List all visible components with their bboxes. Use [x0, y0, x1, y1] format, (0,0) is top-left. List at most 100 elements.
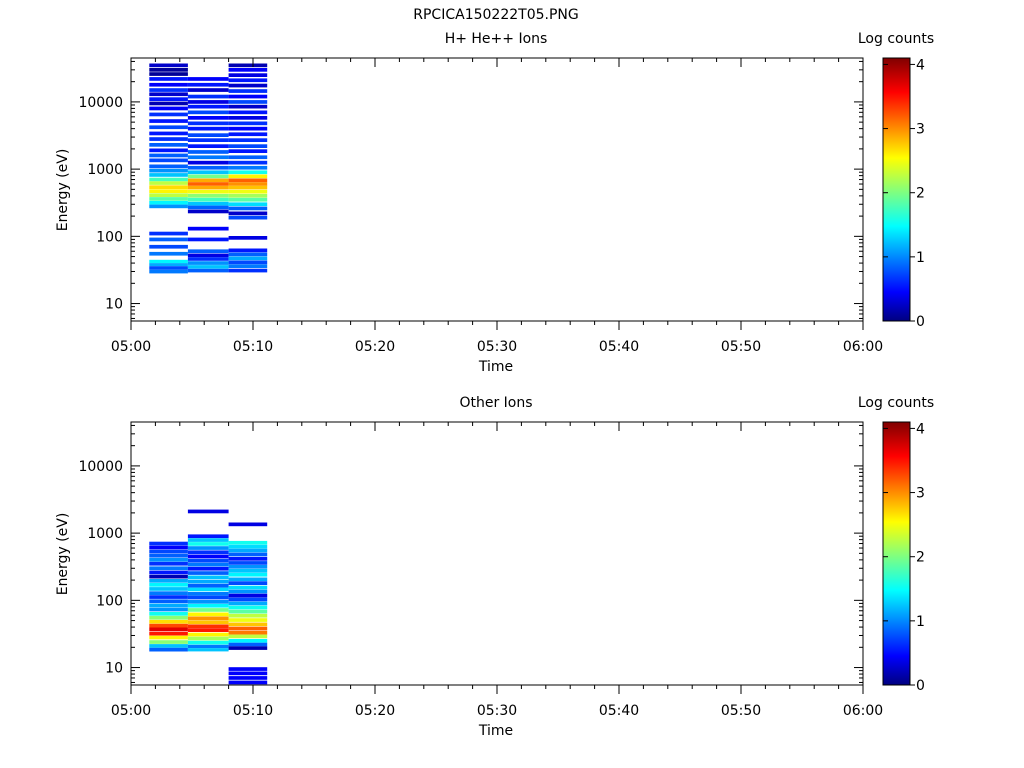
colorbar-tick-label: 2: [916, 550, 925, 566]
heatmap-cell: [149, 631, 188, 636]
heatmap-cell: [228, 676, 268, 680]
heatmap-cell: [149, 101, 188, 106]
heatmap-cell: [187, 636, 229, 641]
y-tick-label: 1000: [87, 162, 123, 178]
y-tick-label: 100: [96, 593, 123, 609]
x-tick-label: 06:00: [843, 339, 883, 355]
heatmap-cell: [187, 648, 229, 652]
heatmap-cell: [149, 570, 188, 575]
heatmap-cell: [149, 269, 188, 274]
heatmap-cell: [149, 119, 188, 123]
heatmap-cell: [187, 174, 229, 179]
heatmap-cell: [187, 194, 229, 198]
heatmap-cell: [187, 237, 229, 242]
heatmap-cell: [228, 264, 268, 268]
heatmap-cell: [228, 185, 268, 190]
colorbar-tick-label: 4: [916, 57, 925, 73]
heatmap-cell: [187, 616, 229, 621]
heatmap-cell: [149, 627, 188, 632]
heatmap-cell: [228, 589, 268, 594]
heatmap-cell: [149, 599, 188, 604]
heatmap-cell: [149, 640, 188, 644]
heatmap-cell: [149, 181, 188, 185]
colorbar-tick-label: 4: [916, 421, 925, 437]
colorbar-tick-label: 2: [916, 186, 925, 202]
heatmap-cell: [228, 121, 268, 126]
heatmap-cell: [187, 644, 229, 649]
heatmap-cell: [149, 77, 188, 81]
heatmap-cell: [228, 593, 268, 598]
colorbar-tick-label: 1: [916, 250, 925, 266]
y-tick-label: 10: [105, 297, 123, 313]
heatmap-cell: [228, 572, 268, 577]
heatmap-cell: [149, 72, 188, 76]
heatmap-cell: [149, 158, 188, 163]
heatmap-cell: [149, 112, 188, 117]
heatmap-cell: [228, 94, 268, 99]
colorbar: [882, 421, 911, 686]
heatmap-cell: [149, 561, 188, 566]
heatmap-cell: [228, 252, 268, 257]
heatmap-cell: [149, 647, 188, 652]
heatmap-cell: [187, 608, 229, 612]
heatmap-cell: [228, 174, 268, 179]
heatmap-cell: [228, 585, 268, 590]
heatmap-cell: [228, 63, 268, 68]
heatmap-cell: [149, 131, 188, 136]
heatmap-cell: [149, 148, 188, 153]
heatmap-cell: [187, 249, 229, 254]
x-tick-label: 05:20: [355, 703, 395, 719]
heatmap-cell: [187, 126, 229, 131]
heatmap-cell: [149, 185, 188, 189]
heatmap-cell: [149, 137, 188, 141]
heatmap-cell: [187, 534, 229, 539]
y-tick-label: 1000: [87, 526, 123, 542]
heatmap-cell: [228, 618, 268, 622]
heatmap-cell: [149, 231, 188, 236]
heatmap-cell: [228, 73, 268, 77]
heatmap-cell: [187, 133, 229, 137]
heatmap-cell: [149, 607, 188, 612]
heatmap-cells: [149, 63, 268, 274]
heatmap-cell: [228, 634, 268, 639]
heatmap-cell: [187, 197, 229, 202]
colorbar-label: Log counts: [858, 395, 934, 411]
heatmap-cell: [228, 138, 268, 142]
heatmap-cell: [187, 640, 229, 645]
heatmap-cell: [228, 206, 268, 211]
colorbar-tick-label: 0: [916, 314, 925, 330]
heatmap-cell: [149, 558, 188, 562]
heatmap-cell: [149, 595, 188, 599]
heatmap-cell: [228, 667, 268, 671]
heatmap-cell: [149, 168, 188, 173]
x-tick-label: 05:40: [599, 339, 639, 355]
heatmap-cell: [149, 615, 188, 620]
heatmap-cell: [187, 189, 229, 194]
x-tick-label: 05:00: [111, 339, 151, 355]
heatmap-cell: [149, 644, 188, 648]
heatmap-cell: [228, 144, 268, 148]
heatmap-cell: [187, 620, 229, 625]
heatmap-cell: [187, 587, 229, 592]
heatmap-cell: [149, 579, 188, 583]
heatmap-cell: [228, 155, 268, 160]
heatmap-cell: [187, 170, 229, 175]
heatmap-cell: [228, 132, 268, 137]
heatmap-cell: [228, 626, 268, 631]
x-axis-label: Time: [478, 723, 513, 739]
heatmap-cell: [187, 144, 229, 148]
heatmap-cell: [187, 632, 229, 637]
figure-title: RPCICA150222T05.PNG: [413, 7, 578, 23]
heatmap-cell: [187, 592, 229, 596]
y-tick-label: 10: [105, 661, 123, 677]
heatmap-cell: [228, 540, 268, 545]
heatmap-cell: [149, 92, 188, 97]
heatmap-cell: [149, 259, 188, 264]
heatmap-cell: [149, 244, 188, 249]
heatmap-cell: [228, 194, 268, 198]
x-axis-ticks: 05:00 05:10 05:20 05:30 05:40 05:50 06:00: [111, 422, 883, 719]
heatmap-cell: [228, 581, 268, 585]
heatmap-cell: [187, 595, 229, 600]
